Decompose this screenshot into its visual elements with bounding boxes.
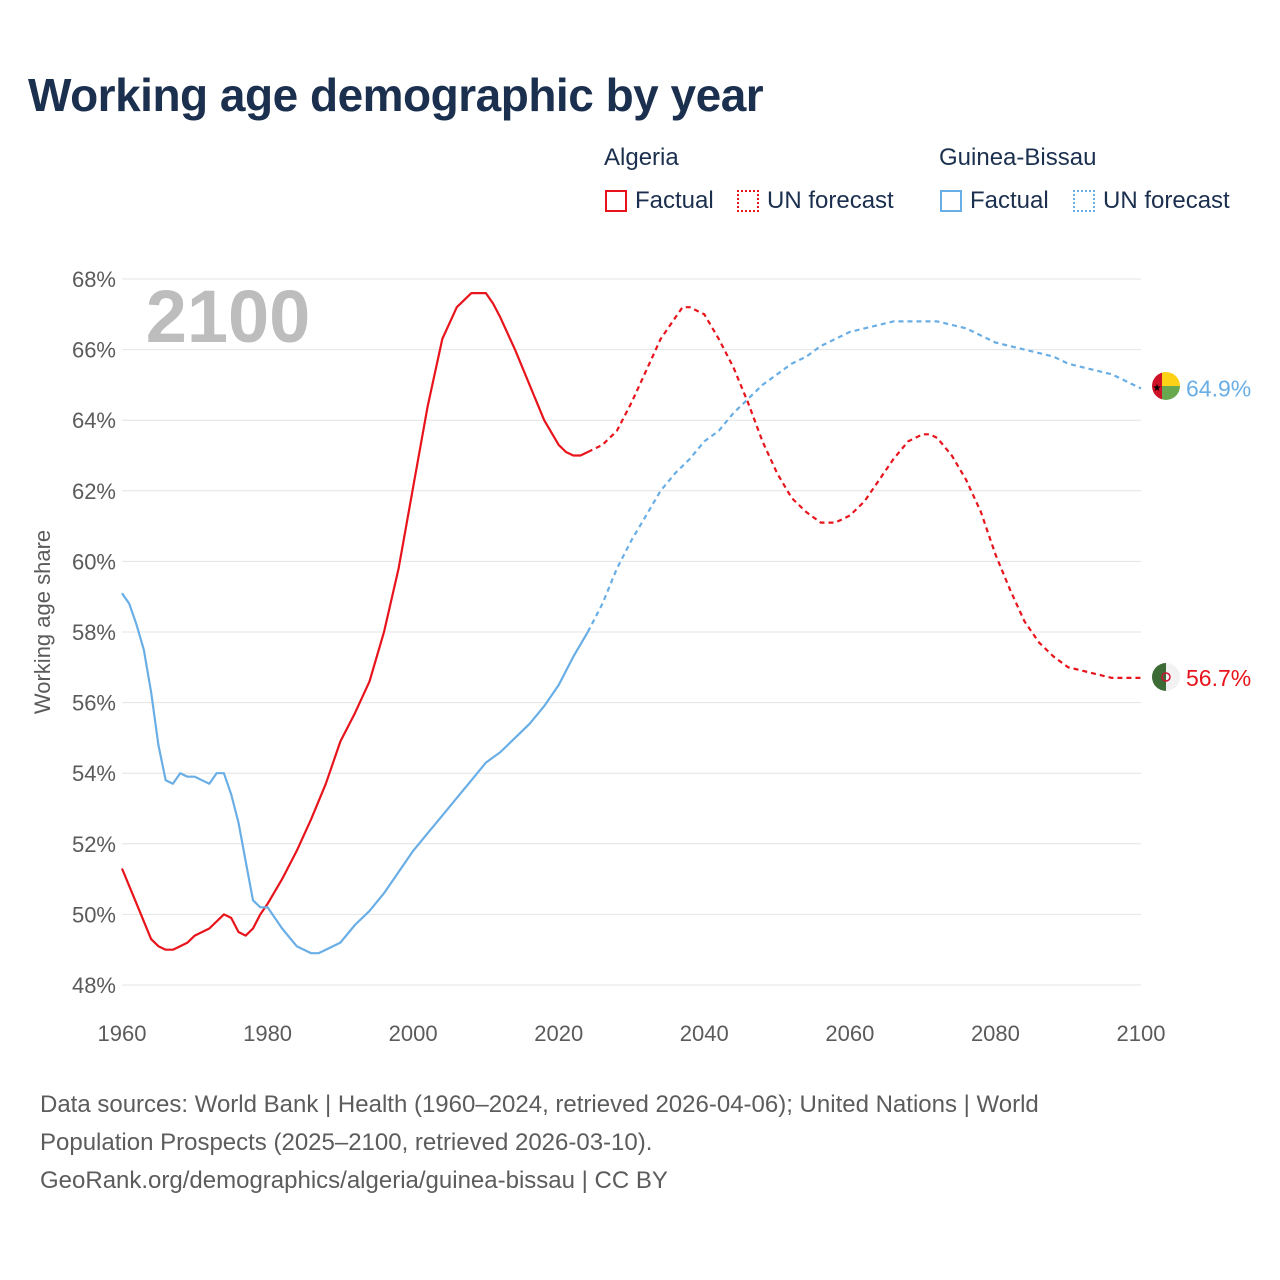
y-tick-label: 62% bbox=[72, 479, 116, 504]
legend-swatch-dotted-red bbox=[737, 190, 759, 212]
y-tick-label: 68% bbox=[72, 267, 116, 292]
x-tick-label: 1980 bbox=[243, 1021, 292, 1046]
footer-source: Data sources: World Bank | Health (1960–… bbox=[40, 1086, 1240, 1200]
legend-label: Factual bbox=[635, 187, 714, 214]
guinea-bissau-forecast-line[interactable] bbox=[586, 320, 1142, 633]
footer-line: Population Prospects (2025–2100, retriev… bbox=[40, 1129, 653, 1156]
algeria-flag-icon bbox=[1152, 663, 1180, 691]
legend-label: UN forecast bbox=[1103, 187, 1230, 214]
grid-lines bbox=[122, 278, 1141, 986]
legend-country-algeria: Algeria bbox=[604, 144, 679, 171]
line-chart: 48%50%52%54%56%58%60%62%64%66%68% 1960 19… bbox=[30, 267, 1251, 1046]
legend-guinea-bissau-forecast[interactable]: UN forecast bbox=[1073, 186, 1230, 216]
y-tick-label: 48% bbox=[72, 973, 116, 998]
chart-title: Working age demographic by year bbox=[28, 69, 764, 121]
svg-text:★: ★ bbox=[1153, 383, 1162, 394]
legend-label: UN forecast bbox=[767, 187, 894, 214]
y-tick-label: 52% bbox=[72, 832, 116, 857]
guinea-bissau-flag-icon: ★ bbox=[1152, 372, 1180, 400]
x-tick-label: 2000 bbox=[389, 1021, 438, 1046]
y-tick-label: 60% bbox=[72, 549, 116, 574]
legend-swatch-solid-blue bbox=[940, 190, 962, 212]
legend-swatch-dotted-blue bbox=[1073, 190, 1095, 212]
x-tick-label: 2060 bbox=[825, 1021, 874, 1046]
year-watermark: 2100 bbox=[146, 275, 311, 358]
algeria-end-label: 56.7% bbox=[1186, 665, 1251, 691]
x-tick-label: 2080 bbox=[971, 1021, 1020, 1046]
legend-country-guinea-bissau: Guinea-Bissau bbox=[939, 144, 1097, 171]
footer-line[interactable]: GeoRank.org/demographics/algeria/guinea-… bbox=[40, 1167, 668, 1194]
legend-algeria-factual[interactable]: Factual bbox=[605, 186, 714, 216]
legend-algeria-forecast[interactable]: UN forecast bbox=[737, 186, 894, 216]
x-tick-label: 1960 bbox=[98, 1021, 147, 1046]
end-labels: 56.7% 64.9% bbox=[1186, 375, 1251, 690]
y-tick-label: 54% bbox=[72, 761, 116, 786]
legend-label: Factual bbox=[970, 187, 1049, 214]
y-tick-label: 50% bbox=[72, 902, 116, 927]
algeria-forecast-line[interactable] bbox=[587, 306, 1141, 680]
guinea-bissau-factual-line[interactable] bbox=[121, 592, 589, 955]
y-tick-label: 58% bbox=[72, 620, 116, 645]
guinea-bissau-end-label: 64.9% bbox=[1186, 375, 1251, 401]
footer-line: Data sources: World Bank | Health (1960–… bbox=[40, 1091, 1039, 1118]
x-tick-label: 2100 bbox=[1117, 1021, 1166, 1046]
y-tick-label: 64% bbox=[72, 408, 116, 433]
algeria-factual-line[interactable] bbox=[120, 292, 589, 951]
y-axis-label: Working age share bbox=[30, 530, 55, 714]
legend-guinea-bissau-factual[interactable]: Factual bbox=[940, 186, 1049, 216]
series-lines bbox=[120, 292, 1142, 955]
legend-swatch-solid-red bbox=[605, 190, 627, 212]
y-tick-label: 66% bbox=[72, 338, 116, 363]
x-tick-label: 2040 bbox=[680, 1021, 729, 1046]
y-tick-label: 56% bbox=[72, 691, 116, 716]
x-tick-label: 2020 bbox=[534, 1021, 583, 1046]
y-axis-ticks: 48% 50% 52% 54% 56% 58% 60% 62% 64% 66% 68% bbox=[72, 267, 116, 998]
x-axis-ticks: 1960 1980 2000 2020 2040 2060 2080 2100 bbox=[98, 1021, 1166, 1046]
